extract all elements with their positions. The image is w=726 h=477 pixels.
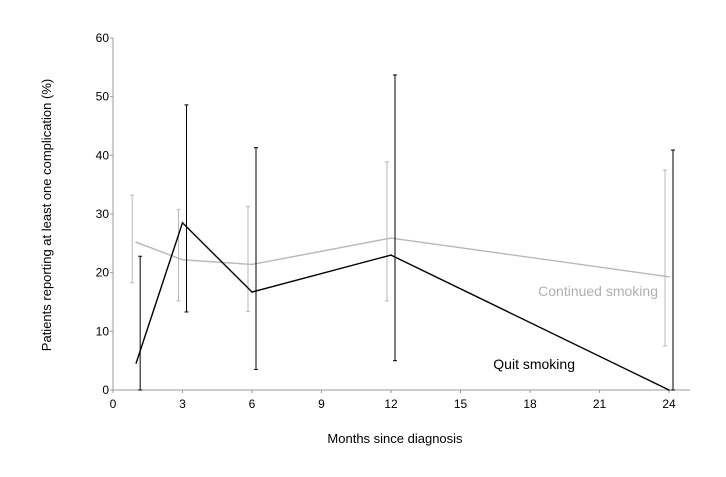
data-point [135, 362, 137, 364]
y-tick-label: 50 [96, 90, 110, 104]
y-tick-label: 0 [102, 383, 109, 397]
series-label-continued-smoking: Continued smoking [538, 283, 658, 299]
x-tick-label: 6 [249, 397, 256, 411]
y-tick-label: 30 [96, 207, 110, 221]
series-layer [130, 74, 675, 391]
y-tick-label: 10 [96, 324, 110, 338]
x-tick-label: 21 [593, 397, 607, 411]
data-point [181, 222, 184, 224]
y-tick-label: 40 [96, 148, 110, 162]
y-tick-label: 60 [96, 31, 110, 45]
x-tick-label: 3 [179, 397, 186, 411]
series-continued-smoking [130, 161, 670, 347]
x-tick-label: 9 [318, 397, 325, 411]
y-tick-labels: 0 10 20 30 40 50 60 [96, 31, 113, 397]
data-point [390, 254, 392, 256]
x-tick-label: 24 [662, 397, 676, 411]
x-tick-labels: 0 3 6 9 12 15 18 21 24 [110, 390, 676, 411]
series-quit-smoking [135, 74, 675, 391]
x-tick-label: 15 [454, 397, 468, 411]
series-label-quit-smoking: Quit smoking [493, 356, 575, 372]
data-point [390, 237, 392, 239]
y-axis-title: Patients reporting at least one complica… [39, 79, 54, 351]
data-point [181, 258, 184, 261]
data-point [251, 291, 253, 293]
data-point [251, 263, 253, 266]
series-line [135, 221, 670, 391]
x-tick-label: 12 [384, 397, 398, 411]
x-tick-label: 0 [110, 397, 117, 411]
x-tick-label: 18 [523, 397, 537, 411]
y-tick-label: 20 [96, 266, 110, 280]
data-point [668, 389, 670, 391]
series-line [135, 237, 670, 278]
x-axis-title: Months since diagnosis [327, 431, 463, 446]
data-point [668, 275, 670, 278]
data-point [135, 241, 137, 243]
